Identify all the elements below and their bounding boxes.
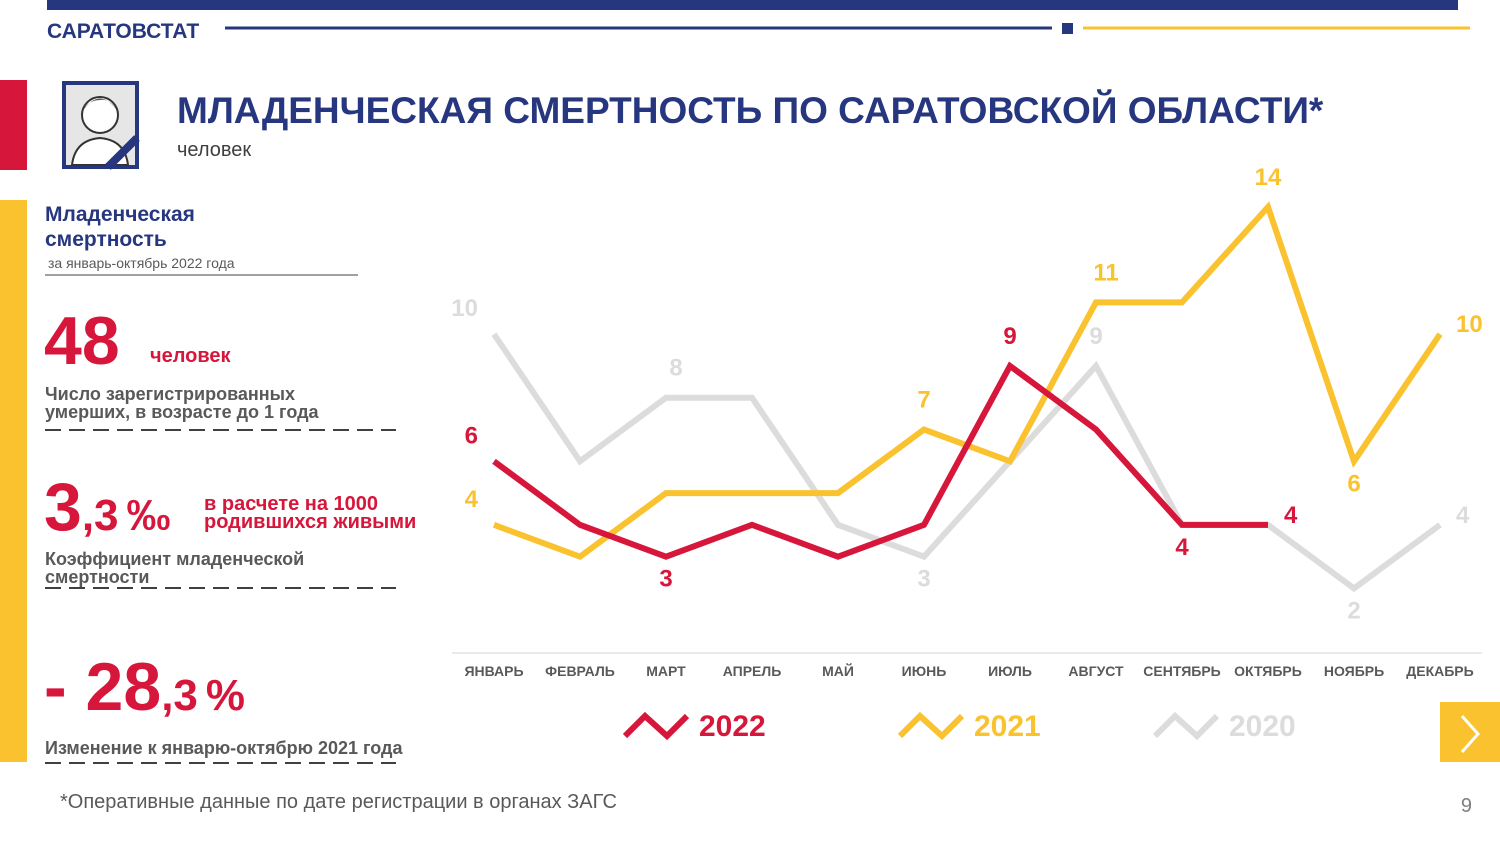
chart-subtitle: человек: [177, 139, 251, 161]
stat-desc: Число зарегистрированных: [45, 384, 295, 404]
data-label: 8: [669, 355, 682, 382]
x-tick-label: ЯНВАРЬ: [464, 663, 523, 679]
page-number: 9: [1461, 795, 1472, 817]
stat-unit: %: [206, 671, 245, 720]
side-heading: Младенческая: [45, 203, 195, 226]
next-button[interactable]: [1440, 702, 1500, 762]
org-name: САРАТОВСТАТ: [47, 20, 199, 43]
footnote: *Оперативные данные по дате регистрации …: [60, 791, 617, 813]
side-period: за январь-октябрь 2022 года: [48, 255, 235, 271]
data-label: 7: [917, 387, 930, 414]
x-tick-label: СЕНТЯБРЬ: [1143, 663, 1220, 679]
stat-value: 3,3 ‰: [44, 469, 171, 545]
legend-swatch: [622, 711, 690, 741]
stat-desc: Коэффициент младенческой: [45, 549, 304, 569]
data-label: 4: [465, 486, 479, 513]
series-line: [491, 332, 1442, 593]
stat-int: - 28: [44, 649, 161, 725]
stat-value: - 28,3%: [44, 649, 245, 725]
stat-note: родившихся живыми: [204, 511, 416, 533]
legend-label: 2022: [699, 710, 766, 743]
data-label: 6: [1347, 470, 1360, 497]
data-label: 14: [1255, 164, 1282, 191]
x-tick-label: ИЮНЬ: [902, 663, 947, 679]
legend-swatch: [897, 711, 965, 741]
data-label: 4: [1175, 534, 1189, 561]
stat-desc: Изменение к январю-октябрю 2021 года: [45, 738, 403, 758]
series-line: [492, 201, 1443, 561]
stat-desc: смертности: [45, 567, 149, 587]
data-label: 10: [1456, 311, 1483, 338]
x-tick-label: АПРЕЛЬ: [723, 663, 782, 679]
stat-int: 3: [44, 469, 82, 545]
accent-yellow: [0, 200, 27, 762]
stat-unit: человек: [150, 345, 232, 367]
data-label: 9: [1089, 323, 1102, 350]
stat-frac: ,3: [161, 671, 198, 720]
icon: [62, 81, 140, 170]
series-line: [492, 361, 1268, 560]
side-heading: смертность: [45, 228, 167, 251]
data-label: 4: [1284, 502, 1298, 529]
x-tick-label: ИЮЛЬ: [988, 663, 1032, 679]
data-label: 4: [1456, 502, 1470, 529]
x-tick-label: МАЙ: [822, 662, 854, 679]
x-tick-label: НОЯБРЬ: [1324, 663, 1384, 679]
accent-red: [0, 80, 27, 170]
chart-title: МЛАДЕНЧЕСКАЯ СМЕРТНОСТЬ ПО САРАТОВСКОЙ О…: [177, 89, 1324, 131]
stat-note: в расчете на 1000: [204, 493, 378, 515]
data-label: 10: [451, 295, 478, 322]
stat-desc: умерших, в возрасте до 1 года: [45, 402, 319, 422]
data-label: 9: [1003, 323, 1016, 350]
x-tick-label: ФЕВРАЛЬ: [545, 663, 615, 679]
legend-label: 2020: [1229, 710, 1296, 743]
legend-swatch: [1152, 711, 1220, 741]
data-label: 2: [1347, 597, 1360, 624]
legend-label: 2021: [974, 710, 1041, 743]
data-label: 3: [659, 566, 672, 593]
stat-unit: ‰: [127, 491, 171, 540]
data-label: 6: [465, 422, 478, 449]
data-label: 3: [917, 566, 930, 593]
x-tick-label: МАРТ: [646, 663, 686, 679]
stat-value: 48: [44, 303, 120, 379]
x-tick-label: АВГУСТ: [1068, 663, 1124, 679]
x-tick-label: ДЕКАБРЬ: [1406, 663, 1473, 679]
stat-frac: ,3: [82, 491, 119, 540]
top-bar: [47, 0, 1458, 10]
data-label: 11: [1093, 259, 1118, 286]
header-square: [1062, 23, 1073, 34]
x-tick-label: ОКТЯБРЬ: [1234, 663, 1302, 679]
